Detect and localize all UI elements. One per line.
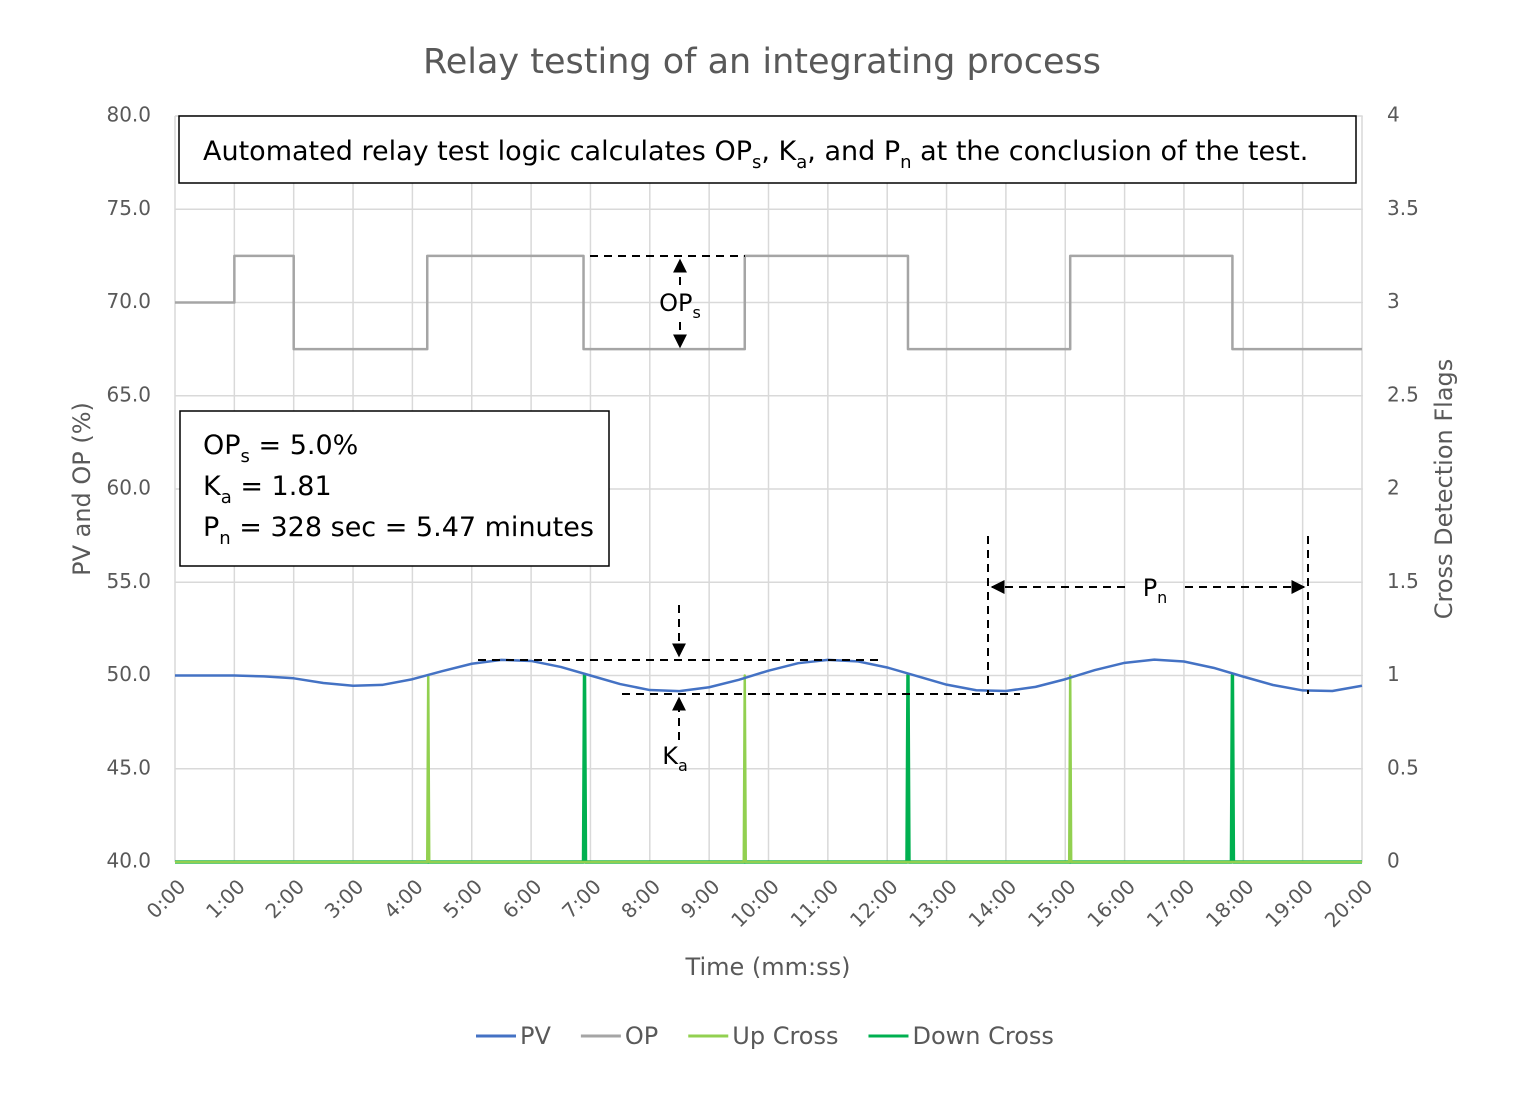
y-tick-label: 75.0 [106, 196, 151, 220]
y-axis-label: PV and OP (%) [68, 402, 96, 576]
subscript: s [241, 446, 250, 467]
y2-tick-label: 1 [1387, 662, 1400, 686]
text-part: OP [659, 289, 692, 317]
text-part: OP [203, 430, 241, 461]
summary-text: Automated relay test logic calculates OP… [203, 136, 1308, 173]
legend-label: Down Cross [912, 1022, 1053, 1050]
result-line: Pn = 328 sec = 5.47 minutes [203, 512, 594, 549]
results-box [179, 410, 610, 567]
ka-label: Ka [662, 742, 688, 775]
subscript: s [752, 152, 761, 173]
summary-box [178, 115, 1357, 184]
chart-title: Relay testing of an integrating process [423, 42, 1101, 82]
result-line: Ka = 1.81 [203, 471, 332, 508]
plot [175, 254, 1363, 864]
legend-label: PV [520, 1022, 551, 1050]
subscript: n [900, 152, 911, 173]
y2-tick-label: 2.5 [1387, 382, 1419, 406]
result-line: OPs = 5.0% [203, 430, 358, 467]
y2-tick-label: 4 [1387, 103, 1400, 127]
text-part: = 328 sec = 5.47 minutes [231, 512, 594, 543]
text-part: K [662, 742, 679, 770]
y-tick-label: 80.0 [106, 103, 151, 127]
y-tick-label: 40.0 [106, 849, 151, 873]
y2-axis-label: Cross Detection Flags [1430, 359, 1458, 620]
x-axis-label: Time (mm:ss) [685, 953, 851, 981]
subscript: a [221, 487, 232, 508]
text-part: , K [761, 136, 797, 167]
text-part: P [1143, 574, 1157, 602]
legend: PV OP Up Cross Down Cross [476, 1022, 1054, 1050]
y2-tick-label: 3 [1387, 289, 1400, 313]
text-part: = 1.81 [232, 471, 332, 502]
y-tick-label: 50.0 [106, 662, 151, 686]
series-line [175, 254, 1362, 351]
pn-label: Pn [1143, 574, 1168, 607]
y-tick-label: 65.0 [106, 382, 151, 406]
subscript: n [1157, 588, 1167, 607]
subscript: s [693, 303, 701, 322]
y-tick-label: 55.0 [106, 569, 151, 593]
series-line [175, 658, 1363, 693]
legend-label: Up Cross [732, 1022, 838, 1050]
text-part: K [203, 471, 222, 502]
text-part: Automated relay test logic calculates OP [203, 136, 752, 167]
y-tick-label: 45.0 [106, 755, 151, 779]
y2-tick-label: 3.5 [1387, 196, 1419, 220]
series-line [175, 674, 1362, 864]
y2-tick-label: 0 [1387, 849, 1400, 873]
legend-label: OP [625, 1022, 658, 1050]
annotations: Automated relay test logic calculates OP… [178, 115, 1357, 775]
text-part: at the conclusion of the test. [912, 136, 1309, 167]
y-tick-label: 70.0 [106, 289, 151, 313]
series-line [175, 673, 1362, 864]
text-part: , and P [807, 136, 900, 167]
y2-tick-label: 2 [1387, 476, 1400, 500]
y2-tick-label: 0.5 [1387, 755, 1419, 779]
text-part: = 5.0% [250, 430, 358, 461]
text-part: P [203, 512, 219, 543]
y2-tick-label: 1.5 [1387, 569, 1419, 593]
ops-label: OPs [659, 289, 701, 322]
y-tick-label: 60.0 [106, 476, 151, 500]
subscript: a [796, 152, 807, 173]
subscript: a [678, 756, 688, 775]
subscript: n [219, 528, 230, 549]
